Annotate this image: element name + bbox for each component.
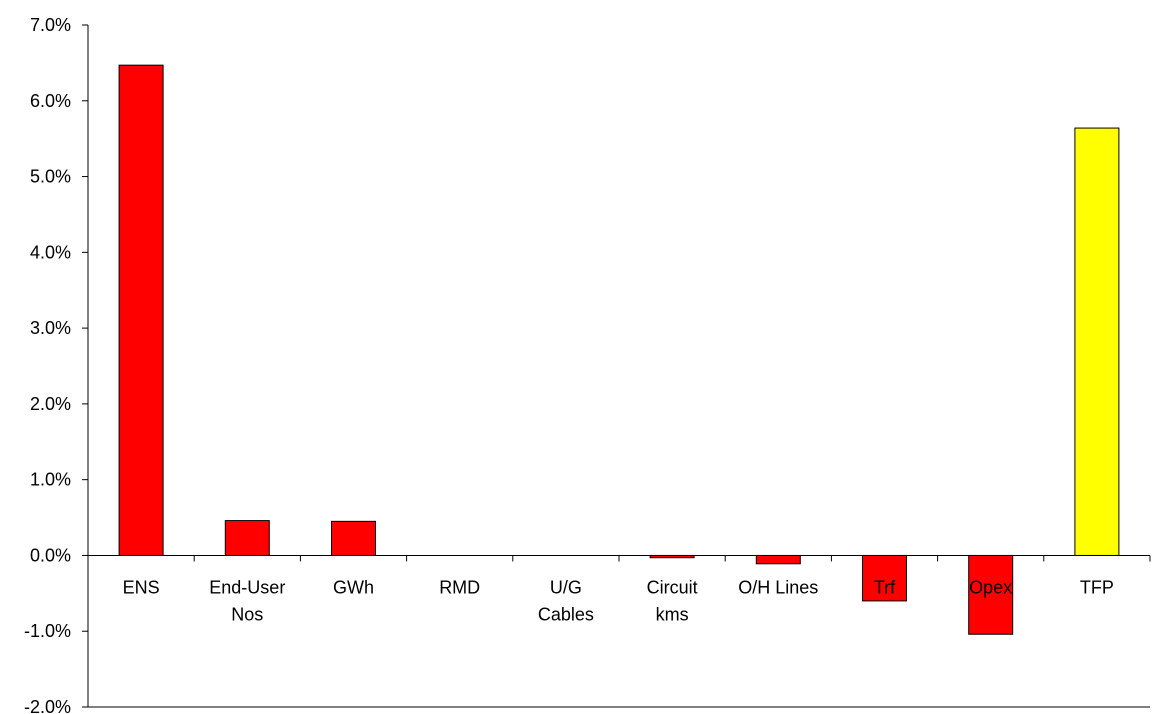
y-tick-label: 3.0% <box>30 318 71 338</box>
y-tick-label: -2.0% <box>24 697 71 714</box>
bar <box>224 520 270 556</box>
x-category-label: RMD <box>439 577 480 597</box>
y-tick-label: 5.0% <box>30 167 71 187</box>
y-tick-label: 7.0% <box>30 15 71 35</box>
y-tick-label: 0.0% <box>30 545 71 565</box>
axes <box>87 25 1150 708</box>
x-category-label: ENS <box>123 577 160 597</box>
x-category-label: kms <box>656 604 689 624</box>
x-category-label: Nos <box>231 604 263 624</box>
y-tick-label: -1.0% <box>24 621 71 641</box>
bar <box>1074 127 1120 556</box>
y-tick-label: 6.0% <box>30 91 71 111</box>
x-category-label: O/H Lines <box>738 577 818 597</box>
y-tick-label: 2.0% <box>30 394 71 414</box>
bar <box>755 554 801 565</box>
x-category-label: Opex <box>969 577 1012 597</box>
x-category-label: U/G <box>550 577 582 597</box>
x-category-label: GWh <box>333 577 374 597</box>
bar <box>331 520 376 556</box>
x-category-label: Circuit <box>647 577 698 597</box>
x-category-label: End-User <box>209 577 285 597</box>
bar <box>118 64 164 556</box>
bar-series <box>118 64 1120 635</box>
y-tick-label: 1.0% <box>30 470 71 490</box>
bar <box>968 554 1014 635</box>
category-labels: ENS End-User Nos GWh RMD U/G Cables Circuit kms O… <box>123 577 1114 624</box>
y-axis-ticks: -2.0% -1.0% 0.0% 1.0% 2.0% 3.0% 4.0% 5.0% 6.0% 7.… <box>24 15 88 714</box>
x-category-label: Trf <box>874 577 896 597</box>
x-category-label: Cables <box>538 604 594 624</box>
bar <box>862 554 907 602</box>
y-tick-label: 4.0% <box>30 242 71 262</box>
x-category-label: TFP <box>1080 577 1114 597</box>
